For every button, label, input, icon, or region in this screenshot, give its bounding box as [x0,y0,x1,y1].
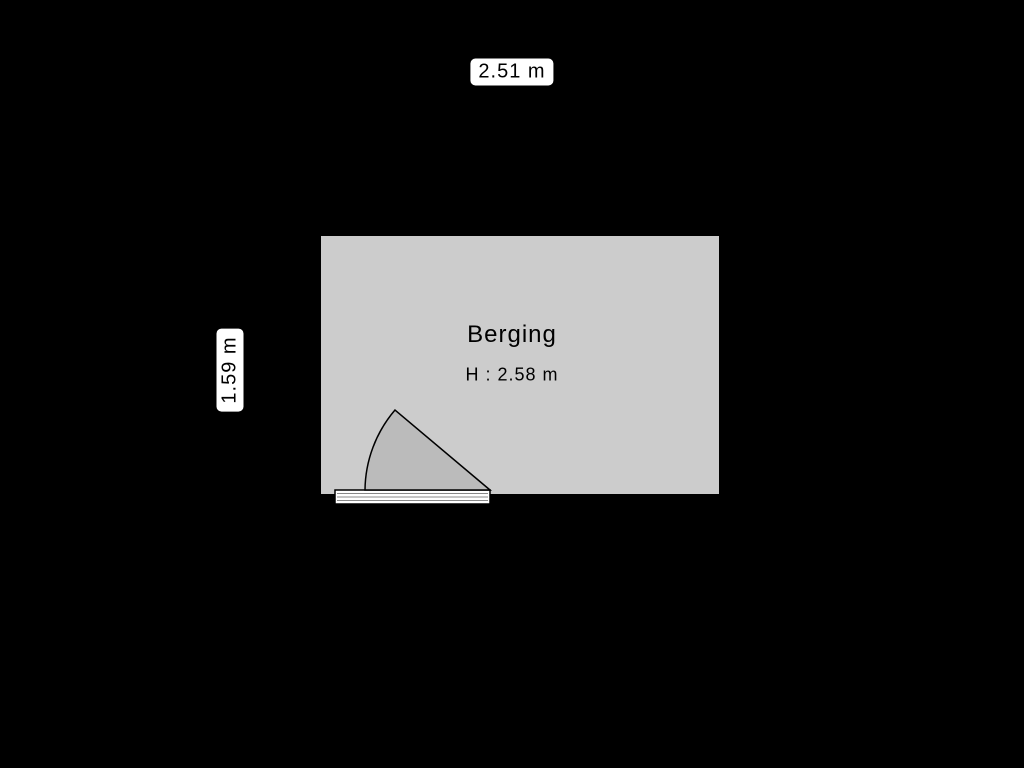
room-name-label: Berging [467,321,557,349]
dimension-width-label: 2.51 m [469,58,554,87]
dimension-height-label: 1.59 m [216,327,245,412]
floorplan-canvas: 2.51 m 1.59 m Berging H : 2.58 m [0,0,1024,768]
room-height-label: H : 2.58 m [465,365,558,386]
door-threshold [335,490,490,504]
